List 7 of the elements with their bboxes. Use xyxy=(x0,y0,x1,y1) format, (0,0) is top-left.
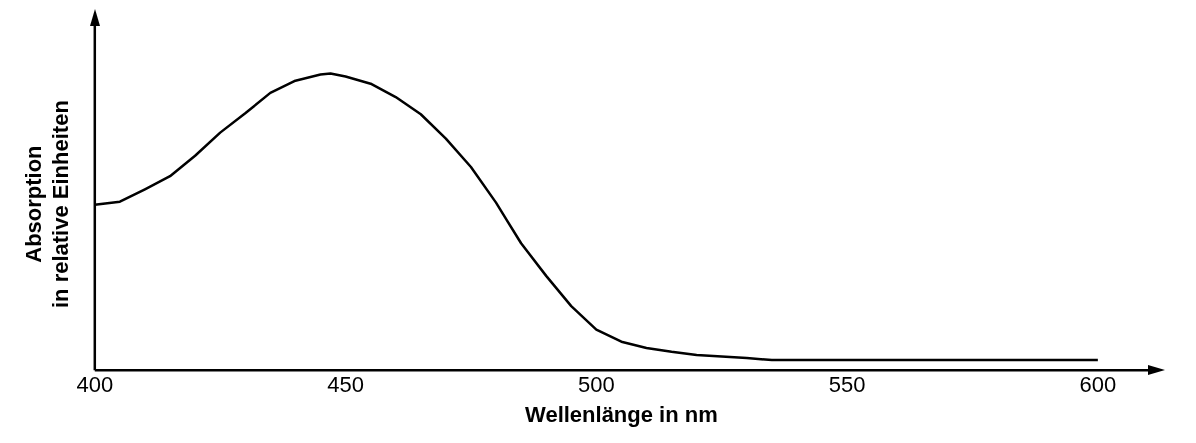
x-tick-label: 550 xyxy=(828,372,866,398)
x-tick-label: 500 xyxy=(577,372,615,398)
x-tick-label: 450 xyxy=(327,372,364,398)
x-tick-label: 600 xyxy=(1079,372,1117,398)
x-tick-label: 400 xyxy=(76,372,114,398)
y-axis-title: Absorption in relative Einheiten xyxy=(21,100,73,309)
x-axis-title: Wellenlänge in nm xyxy=(525,401,718,427)
